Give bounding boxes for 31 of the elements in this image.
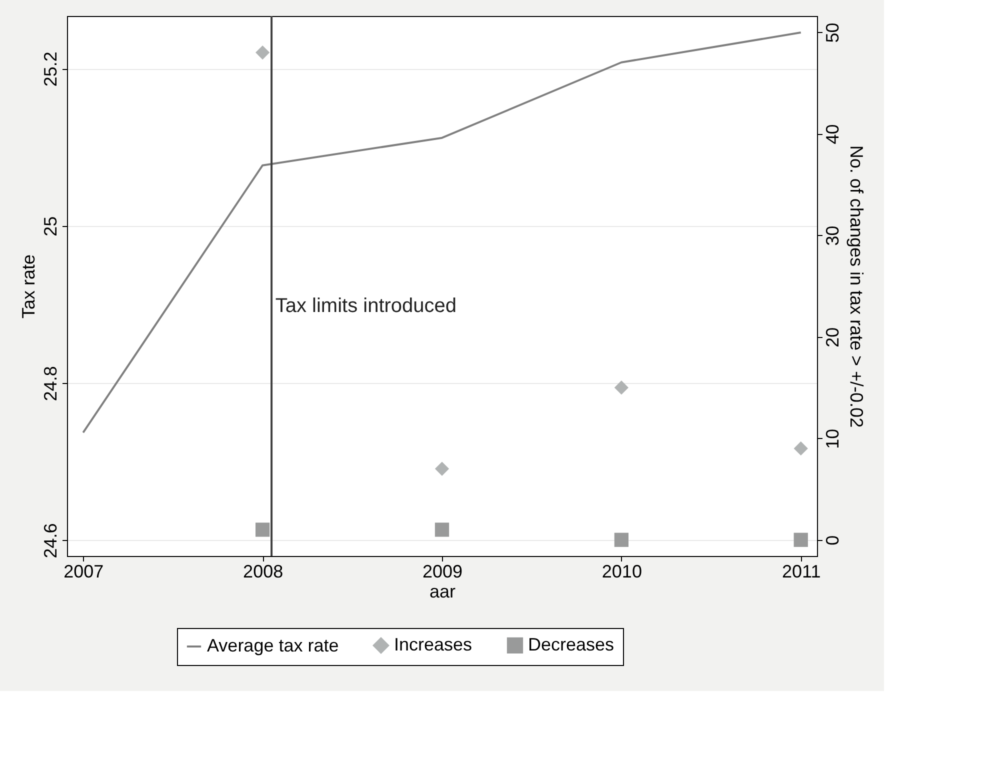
legend-label: Decreases: [528, 634, 614, 654]
point: [614, 380, 628, 395]
x-tick-label: 2008: [243, 562, 284, 582]
point: [614, 532, 628, 547]
point: [434, 522, 450, 537]
legend-label: Average tax rate: [207, 636, 339, 656]
y2-tick-label: 10: [822, 428, 842, 449]
y2-tick-label: 30: [822, 226, 842, 246]
y-tick-label: 24.8: [40, 366, 60, 402]
y2-tick-label: 50: [822, 22, 842, 43]
y2-axis-title: No. of changes in tax rate > +/-0.02: [846, 145, 866, 428]
x-axis-title: aar: [429, 582, 456, 602]
y-tick-label: 25.2: [40, 52, 60, 87]
legend-label: Increases: [394, 634, 472, 654]
point: [794, 532, 808, 547]
x-tick-label: 2010: [602, 562, 642, 582]
y-tick-label: 24.6: [40, 523, 60, 558]
y2-tick-label: 40: [822, 124, 842, 144]
y2-tick-label: 0: [822, 535, 842, 546]
x-tick-label: 2007: [64, 562, 104, 582]
annotation: Tax limits introduced: [275, 295, 457, 318]
point: [434, 462, 450, 476]
point: [256, 522, 270, 537]
x-tick-label: 2011: [782, 562, 821, 582]
x-tick-label: 2009: [422, 562, 463, 582]
line-series: [82, 32, 802, 434]
y-axis-title: Tax rate: [18, 254, 38, 319]
point: [256, 45, 270, 60]
y2-tick-label: 20: [822, 327, 842, 348]
point: [794, 441, 808, 456]
y-tick-label: 25: [40, 216, 60, 236]
